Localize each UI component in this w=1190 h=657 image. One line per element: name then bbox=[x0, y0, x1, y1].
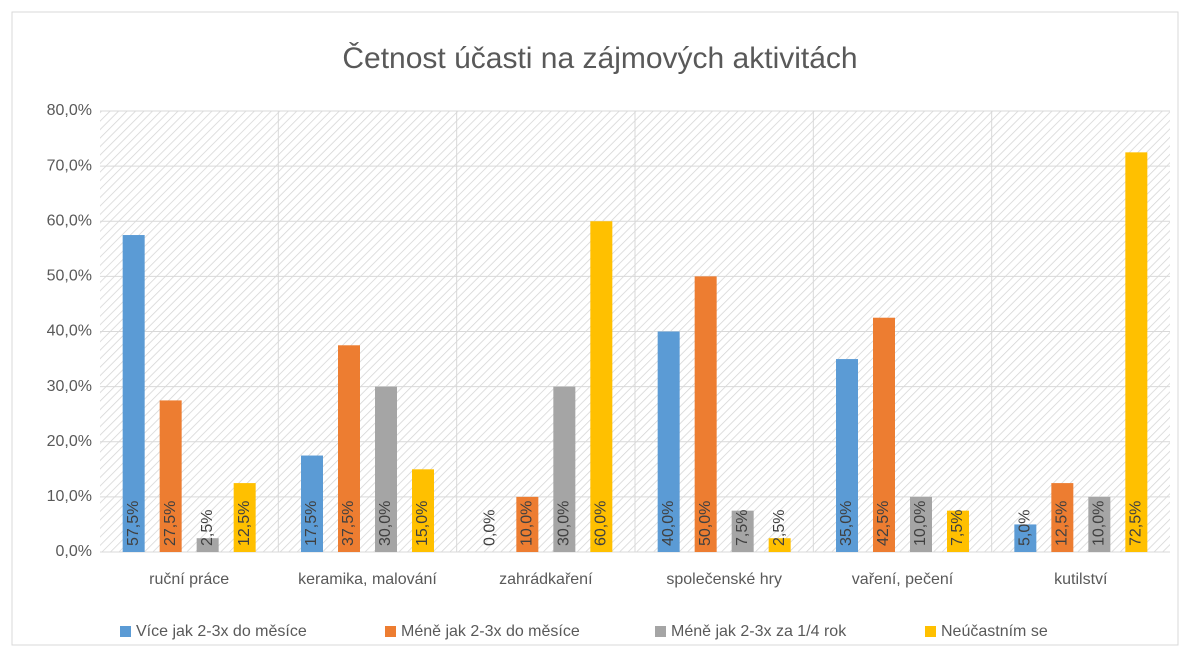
data-label: 72,5% bbox=[1128, 501, 1145, 546]
data-label: 10,0% bbox=[912, 501, 929, 546]
bar bbox=[159, 400, 182, 552]
legend-label: Více jak 2-3x do měsíce bbox=[136, 623, 307, 640]
data-label: 7,5% bbox=[734, 510, 751, 546]
legend-label: Neúčastním se bbox=[941, 623, 1048, 640]
legend-swatch bbox=[120, 626, 131, 637]
data-label: 30,0% bbox=[377, 501, 394, 546]
bar bbox=[910, 496, 932, 552]
y-tick-label: 30,0% bbox=[47, 378, 92, 395]
x-tick-label: vaření, pečení bbox=[852, 571, 954, 588]
bar bbox=[338, 345, 360, 552]
data-label: 12,5% bbox=[1054, 501, 1071, 546]
bar bbox=[233, 483, 256, 552]
data-label: 0,0% bbox=[482, 510, 499, 546]
data-label: 10,0% bbox=[519, 501, 536, 546]
y-tick-label: 70,0% bbox=[47, 157, 92, 174]
bar bbox=[731, 510, 754, 552]
data-label: 30,0% bbox=[556, 501, 573, 546]
data-label: 35,0% bbox=[838, 501, 855, 546]
bar bbox=[1125, 152, 1148, 552]
bar bbox=[122, 235, 145, 552]
bar bbox=[947, 510, 969, 552]
data-label: 40,0% bbox=[660, 501, 677, 546]
y-tick-label: 10,0% bbox=[47, 488, 92, 505]
x-tick-label: společenské hry bbox=[666, 571, 782, 588]
data-label: 10,0% bbox=[1091, 501, 1108, 546]
data-label: 27,5% bbox=[162, 501, 179, 546]
y-tick-label: 50,0% bbox=[47, 268, 92, 285]
data-label: 17,5% bbox=[303, 501, 320, 546]
bar bbox=[1051, 483, 1074, 552]
y-tick-label: 0,0% bbox=[56, 543, 92, 560]
data-label: 12,5% bbox=[236, 501, 253, 546]
bar bbox=[694, 276, 717, 552]
bar bbox=[1088, 496, 1111, 552]
data-label: 60,0% bbox=[593, 501, 610, 546]
bar bbox=[873, 317, 895, 552]
bar bbox=[657, 331, 680, 552]
data-label: 2,5% bbox=[199, 510, 216, 546]
y-tick-label: 80,0% bbox=[47, 102, 92, 119]
bar bbox=[412, 469, 434, 552]
y-tick-label: 40,0% bbox=[47, 323, 92, 340]
legend-swatch bbox=[655, 626, 666, 637]
y-tick-label: 20,0% bbox=[47, 433, 92, 450]
data-label: 15,0% bbox=[414, 501, 431, 546]
bar bbox=[553, 386, 576, 552]
x-tick-label: zahrádkaření bbox=[499, 571, 593, 588]
y-tick-label: 60,0% bbox=[47, 212, 92, 229]
legend-label: Méně jak 2-3x do měsíce bbox=[401, 623, 580, 640]
x-tick-label: keramika, malování bbox=[298, 571, 437, 588]
data-label: 37,5% bbox=[340, 501, 357, 546]
chart-title: Četnost účasti na zájmových aktivitách bbox=[342, 41, 857, 75]
legend-swatch bbox=[925, 626, 936, 637]
bar bbox=[516, 496, 539, 552]
bar bbox=[196, 538, 219, 552]
data-label: 2,5% bbox=[771, 510, 788, 546]
legend-swatch bbox=[385, 626, 396, 637]
x-tick-label: ruční práce bbox=[149, 571, 229, 588]
bar bbox=[768, 538, 791, 552]
bar bbox=[301, 455, 323, 552]
bar bbox=[375, 386, 397, 552]
data-label: 42,5% bbox=[875, 501, 892, 546]
legend-label: Méně jak 2-3x za 1/4 rok bbox=[671, 623, 847, 640]
data-label: 5,0% bbox=[1017, 510, 1034, 546]
data-label: 7,5% bbox=[949, 510, 966, 546]
data-label: 50,0% bbox=[697, 501, 714, 546]
data-label: 57,5% bbox=[125, 501, 142, 546]
x-tick-label: kutilství bbox=[1054, 571, 1108, 588]
bar bbox=[1014, 524, 1037, 552]
bar bbox=[836, 359, 858, 552]
bar bbox=[590, 221, 613, 552]
